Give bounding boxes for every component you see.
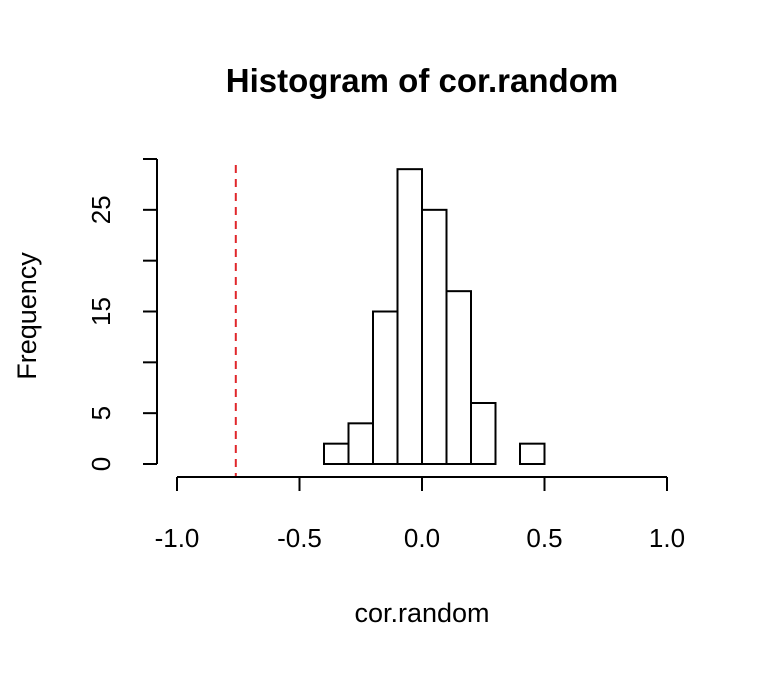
chart-title: Histogram of cor.random (226, 62, 618, 99)
x-tick-label: -1.0 (155, 523, 200, 553)
x-axis-label: cor.random (354, 598, 489, 628)
y-tick-label: 15 (86, 297, 116, 326)
y-axis-label: Frequency (12, 252, 42, 380)
y-tick-label: 5 (86, 406, 116, 420)
bar (396, 168, 423, 466)
y-tick-label: 25 (86, 195, 116, 224)
x-tick-label: 0.0 (404, 523, 440, 553)
bar (372, 310, 399, 465)
bar (323, 442, 350, 465)
bar (347, 422, 374, 466)
x-tick-label: 1.0 (649, 523, 685, 553)
bar (421, 208, 448, 465)
x-tick-label: 0.5 (526, 523, 562, 553)
bar (519, 442, 546, 465)
bar (470, 402, 497, 465)
bar (445, 290, 472, 465)
y-tick-label: 0 (86, 457, 116, 471)
x-tick-label: -0.5 (277, 523, 322, 553)
